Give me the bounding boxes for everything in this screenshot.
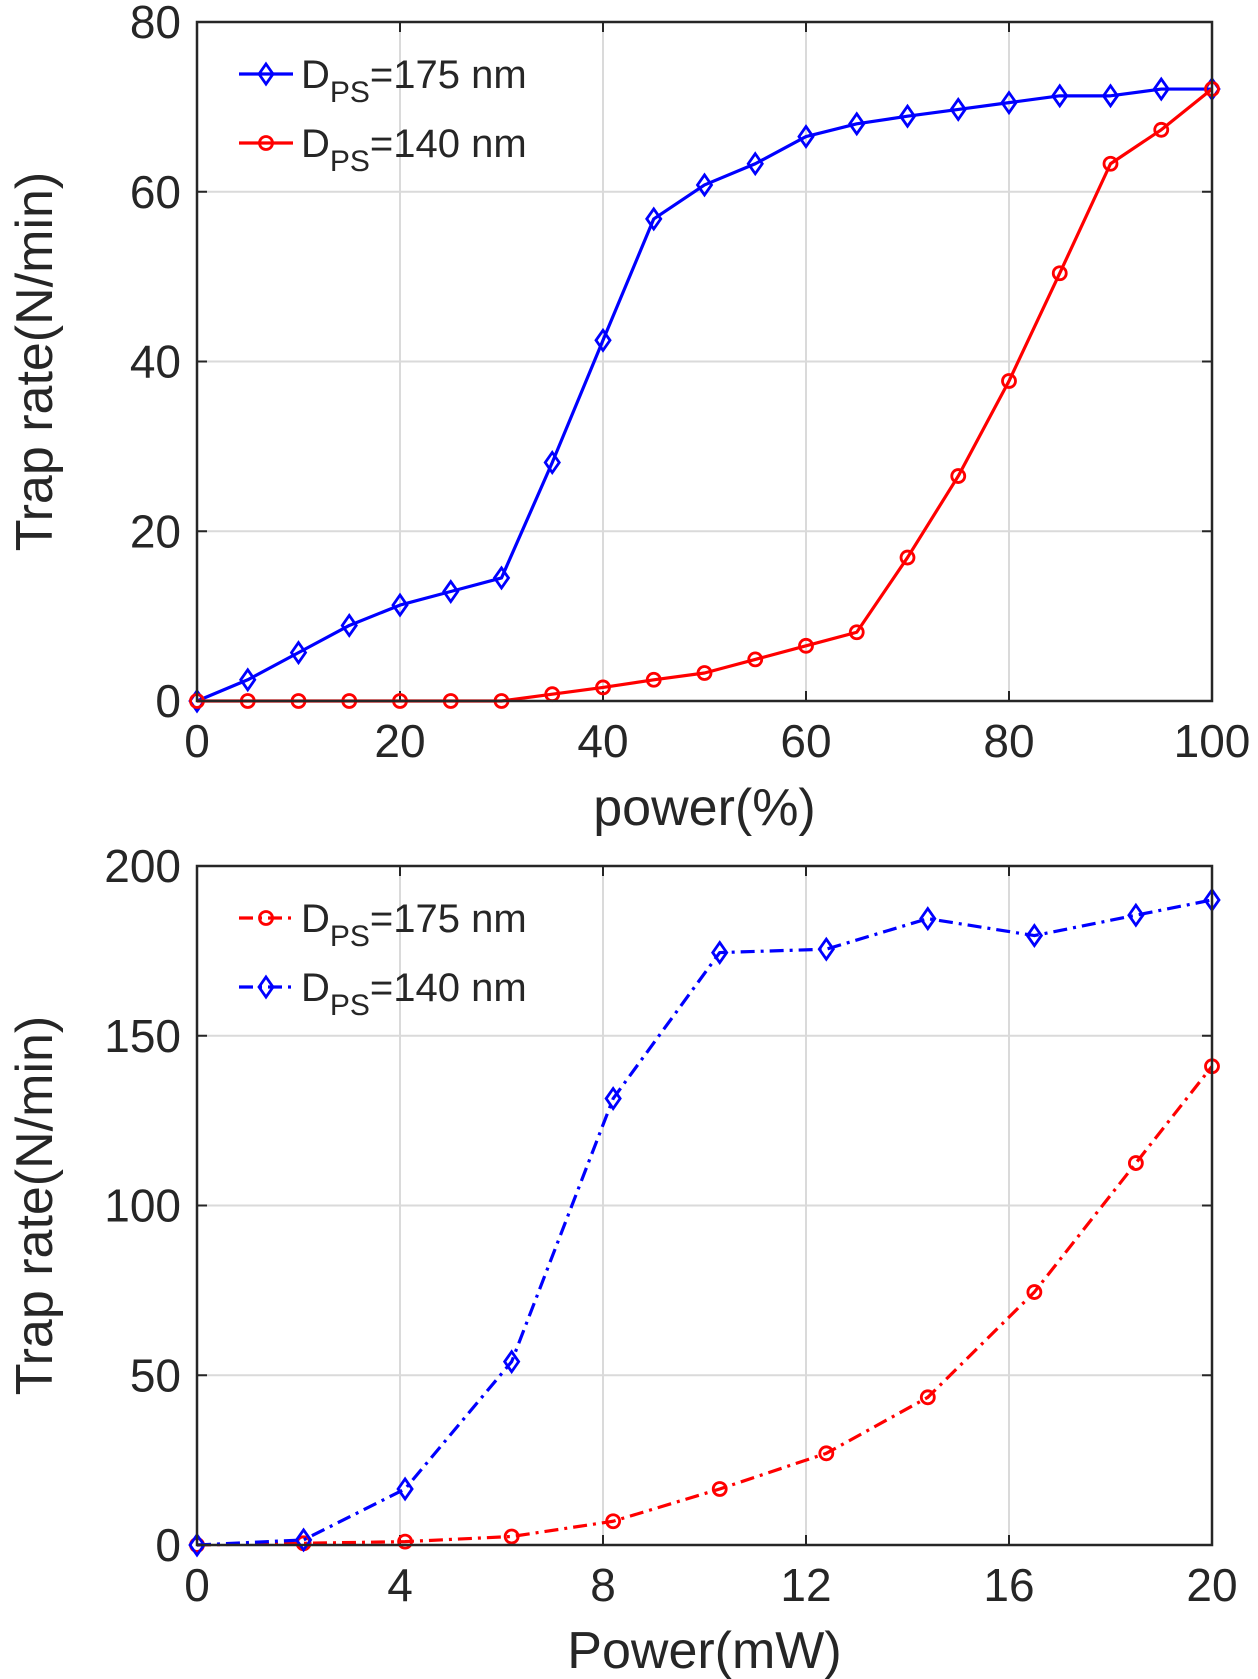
x-tick-label: 40: [577, 715, 628, 767]
data-point: [645, 671, 662, 688]
x-tick-label: 12: [780, 1559, 831, 1611]
data-point: [797, 124, 815, 150]
data-point: [1000, 90, 1018, 116]
data-point: [746, 151, 764, 177]
data-point: [1051, 265, 1068, 282]
data-point: [798, 637, 814, 654]
data-point: [848, 624, 865, 641]
y-tick-label: 0: [155, 675, 181, 727]
series-line-0: [196, 1065, 1214, 1547]
data-point: [747, 651, 764, 668]
data-point: [442, 579, 460, 604]
axes-box: [195, 20, 1214, 703]
data-point: [711, 940, 729, 966]
x-tick-label: 20: [374, 715, 425, 767]
x-tick-label: 0: [184, 715, 210, 767]
y-tick-label: 50: [130, 1349, 181, 1401]
data-point: [502, 1349, 521, 1375]
data-point: [1025, 923, 1044, 949]
data-point: [543, 450, 561, 475]
data-point: [1127, 1155, 1144, 1171]
data-point: [950, 468, 967, 484]
chart-top: 0 20 40 60 80 100 0 20 40 60 80 power(%) Trap rate(N…: [6, 0, 1250, 837]
legend-marker: [257, 61, 275, 87]
x-tick-label: 8: [590, 1559, 616, 1611]
data-point: [1102, 155, 1119, 172]
data-point: [340, 613, 358, 638]
y-tick-label: 80: [130, 0, 181, 48]
data-point: [899, 549, 916, 566]
data-point: [949, 96, 967, 122]
data-point: [898, 103, 917, 129]
y-tick-label: 150: [104, 1010, 181, 1062]
data-point: [1101, 83, 1120, 109]
data-point: [1026, 1284, 1043, 1300]
legend-label: DPS=140 nm: [301, 966, 527, 1022]
x-axis-label: Power(mW): [567, 1622, 841, 1679]
x-tick-label: 100: [1174, 715, 1251, 767]
data-point: [294, 1527, 313, 1553]
series-line-1: [196, 898, 1213, 1547]
series-line-0: [196, 87, 1212, 703]
y-axis-label: Trap rate(N/min): [6, 1016, 64, 1395]
y-tick-label: 100: [104, 1180, 181, 1232]
data-point: [711, 1481, 728, 1497]
data-point: [696, 665, 713, 681]
legend-marker: [257, 974, 275, 1000]
legend-label: DPS=175 nm: [301, 53, 527, 109]
x-tick-label: 0: [184, 1559, 210, 1611]
legend-label: DPS=140 nm: [301, 122, 527, 178]
data-point: [1153, 121, 1170, 138]
data-point: [492, 565, 511, 591]
data-point: [396, 1476, 414, 1502]
legend-marker: [258, 910, 274, 926]
data-point: [645, 206, 663, 232]
data-point: [848, 111, 866, 137]
y-axis-label: Trap rate(N/min): [6, 172, 64, 551]
data-point: [397, 1533, 413, 1550]
y-tick-label: 200: [104, 840, 181, 892]
y-tick-label: 0: [155, 1519, 181, 1571]
data-point: [239, 667, 257, 693]
x-tick-label: 20: [1186, 1559, 1237, 1611]
x-tick-label: 60: [780, 715, 831, 767]
data-point: [1152, 76, 1170, 102]
x-tick-label: 4: [387, 1559, 413, 1611]
data-point: [391, 592, 409, 618]
y-tick-label: 40: [130, 336, 181, 388]
data-point: [503, 1528, 520, 1545]
data-point: [1051, 83, 1069, 109]
data-point: [604, 1086, 622, 1112]
data-point: [1001, 373, 1017, 389]
data-point: [605, 1513, 622, 1530]
data-point: [188, 1532, 206, 1558]
legend-marker: [258, 135, 274, 151]
legend-label: DPS=175 nm: [301, 897, 527, 953]
y-tick-label: 60: [130, 166, 181, 218]
data-point: [594, 327, 612, 353]
data-point: [919, 1389, 936, 1406]
data-point: [919, 906, 937, 932]
data-point: [818, 1445, 835, 1462]
data-point: [695, 172, 714, 198]
y-tick-label: 20: [130, 505, 181, 557]
x-axis-label: power(%): [593, 779, 816, 837]
x-tick-label: 16: [983, 1559, 1034, 1611]
x-tick-label: 80: [983, 715, 1034, 767]
data-point: [1127, 902, 1145, 928]
data-point: [595, 679, 611, 696]
data-point: [289, 640, 308, 666]
data-point: [817, 936, 836, 962]
axes-box: [195, 864, 1214, 1547]
